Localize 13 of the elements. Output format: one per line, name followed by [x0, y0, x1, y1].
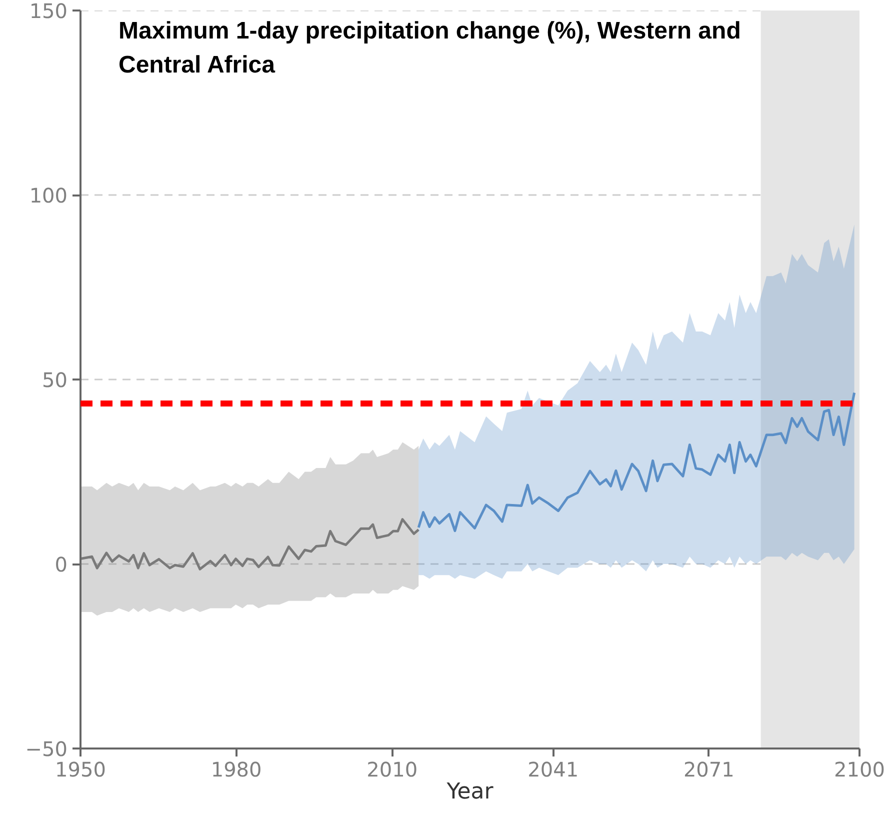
x-tick-label: 2071: [683, 758, 734, 782]
x-tick-label: 2100: [834, 758, 885, 782]
line-series: [417, 392, 856, 532]
x-tick-label: 2041: [528, 758, 579, 782]
x-tick-label: 1980: [210, 758, 262, 782]
y-tick-label: 0: [54, 552, 68, 576]
x-axis-title: Year: [446, 780, 494, 804]
y-tick-label: 150: [29, 0, 68, 23]
line-series: [80, 518, 420, 570]
y-tick-label: 100: [29, 184, 68, 208]
text: Maximum 1-day precipitation change (%), Western and Central Africa: [118, 18, 741, 78]
x-tick-label: 2010: [366, 758, 418, 782]
y-tick-label: 50: [42, 368, 68, 392]
